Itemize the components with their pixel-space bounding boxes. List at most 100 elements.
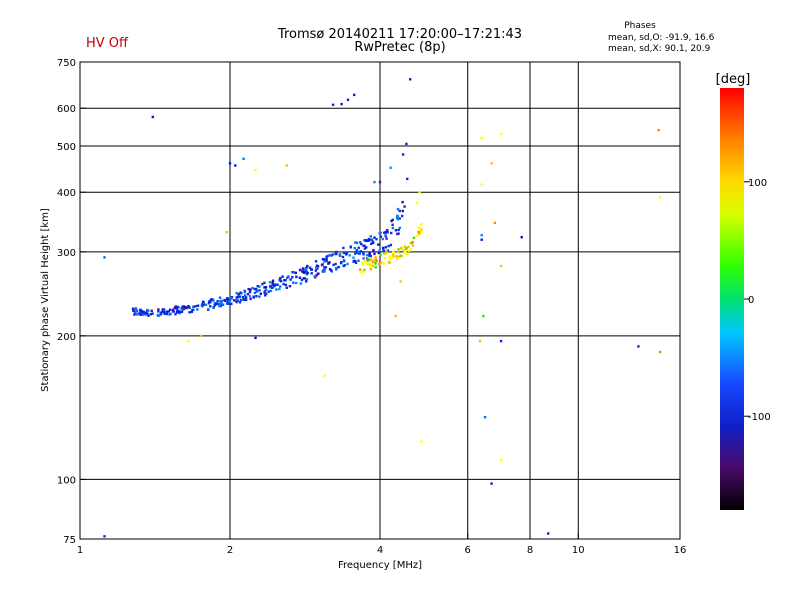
o-trace-point	[300, 278, 304, 282]
o-trace-point	[272, 283, 275, 286]
o-point	[483, 416, 487, 419]
o-trace-point	[322, 257, 325, 261]
o-trace-point	[235, 300, 238, 304]
x-trace-point	[399, 254, 402, 257]
o-trace-point	[226, 297, 229, 300]
o-trace-point	[299, 268, 302, 272]
o-trace-point	[271, 280, 275, 284]
o-trace-point	[142, 312, 145, 316]
o-trace-point	[151, 312, 154, 315]
o-trace-point	[162, 308, 166, 311]
x-trace-point	[369, 268, 373, 271]
o-point	[499, 339, 503, 343]
o-trace-point	[171, 310, 175, 313]
x-trace-point	[380, 261, 383, 264]
phases-title: Phases	[624, 21, 656, 31]
o-trace-point	[308, 266, 312, 269]
axes: 1 2 4 6 8 10 16 75 100 200 300 400 500 600 750	[57, 58, 686, 556]
o-point	[373, 180, 376, 184]
o-trace-point	[385, 237, 388, 240]
o-trace-point	[363, 239, 366, 242]
o-trace-point	[240, 298, 244, 302]
o-trace-point	[215, 302, 218, 306]
x-point	[254, 168, 257, 172]
o-trace-point	[201, 300, 205, 303]
o-trace-point	[271, 279, 275, 282]
x-point	[394, 314, 397, 318]
o-trace-point	[219, 303, 222, 306]
o-trace-point	[342, 260, 346, 263]
colorbar-tick-label: 0	[748, 295, 754, 306]
o-trace-point	[264, 286, 268, 289]
x-trace-point	[371, 260, 375, 263]
o-trace-point	[341, 255, 345, 259]
o-trace-point	[315, 274, 318, 277]
colorbar-tick-label: -100	[748, 412, 771, 423]
o-trace-point	[317, 272, 320, 275]
o-point	[242, 157, 245, 160]
o-trace-point	[284, 279, 287, 282]
x-point	[659, 350, 662, 354]
o-trace-point	[323, 260, 326, 263]
o-trace-point	[268, 281, 272, 284]
o-trace-point	[291, 271, 294, 274]
o-trace-point	[171, 308, 175, 312]
o-point	[409, 78, 412, 81]
o-trace-point	[249, 297, 252, 301]
o-point	[151, 115, 154, 119]
o-trace-point	[273, 283, 277, 286]
o-trace-point	[314, 269, 317, 272]
o-trace-point	[131, 307, 135, 310]
o-trace-point	[139, 308, 142, 311]
o-trace-point	[306, 271, 309, 275]
o-trace-point	[360, 242, 363, 246]
o-trace-point	[291, 276, 294, 279]
o-trace-point	[325, 257, 328, 261]
colorbar-ticks: 100 0 -100	[744, 178, 771, 423]
x-point	[657, 128, 660, 132]
o-trace-point	[378, 249, 381, 252]
x-trace-point	[388, 256, 391, 259]
o-trace-point	[146, 312, 149, 316]
o-trace-point	[239, 291, 242, 294]
o-trace-point	[352, 256, 355, 259]
x-trace-point	[370, 258, 373, 261]
x-trace-point	[371, 264, 375, 268]
o-trace-point	[190, 310, 193, 314]
x-axis-label: Frequency [MHz]	[338, 560, 422, 571]
x-trace-point	[362, 270, 365, 273]
o-trace-point	[178, 312, 181, 315]
o-trace-point	[196, 304, 200, 307]
o-trace-point	[253, 287, 256, 291]
x-point	[418, 191, 421, 194]
o-trace-point	[247, 287, 250, 291]
grid	[80, 62, 680, 539]
x-trace-point	[361, 261, 364, 264]
o-trace-point	[161, 308, 164, 311]
o-trace-point	[391, 223, 394, 226]
o-trace-point	[160, 310, 164, 314]
x-trace-point	[374, 262, 377, 265]
y-tick-label: 75	[63, 535, 76, 546]
o-trace-point	[180, 310, 184, 313]
x-tick-label: 1	[77, 545, 83, 556]
o-trace-point	[406, 177, 409, 181]
o-trace-point	[255, 287, 258, 291]
o-trace-point	[179, 310, 182, 313]
o-trace-point	[368, 238, 371, 242]
o-trace-point	[137, 312, 141, 315]
x-trace-point	[379, 253, 382, 257]
o-trace-point	[359, 250, 362, 253]
o-point	[405, 142, 408, 146]
o-trace-point	[157, 308, 160, 311]
o-trace-point	[389, 243, 393, 247]
x-trace-point	[410, 241, 413, 245]
x-trace-point	[369, 266, 372, 269]
o-trace-point	[334, 252, 337, 256]
o-trace-point	[136, 313, 139, 316]
o-trace-point	[167, 310, 170, 313]
y-tick-label: 750	[57, 58, 76, 69]
x-trace-point	[417, 230, 420, 234]
x-trace-point	[419, 227, 423, 230]
x-point	[285, 164, 288, 167]
